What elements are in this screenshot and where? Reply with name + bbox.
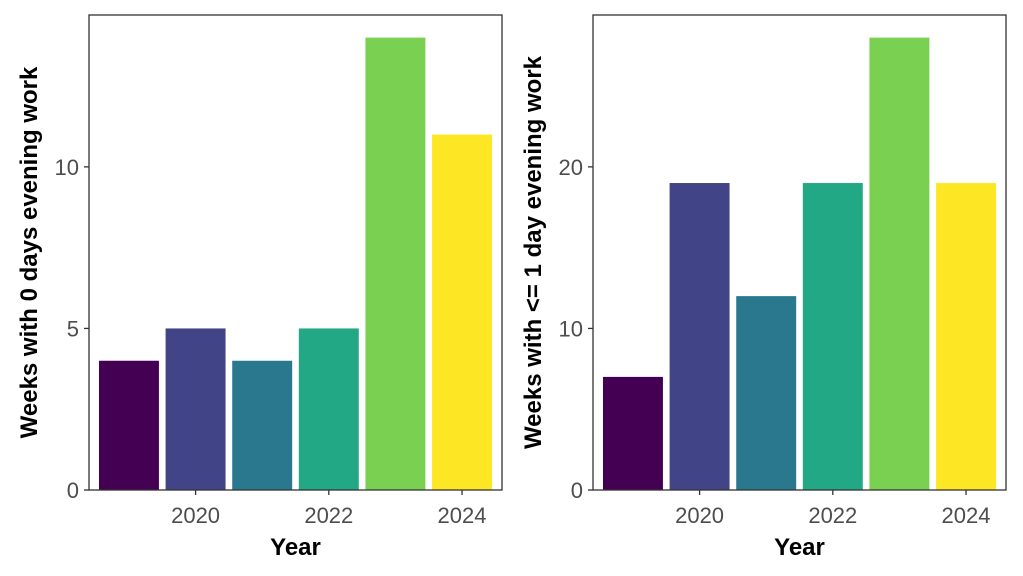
bar-2023 <box>365 37 426 491</box>
bar-2019 <box>602 376 663 490</box>
bar-2021 <box>736 296 797 490</box>
x-axis-title: Year <box>774 534 825 561</box>
bar-2024 <box>432 134 493 490</box>
bar-2019 <box>98 360 159 490</box>
y-tick-label: 0 <box>571 478 583 503</box>
y-axis-title: Weeks with <= 1 day evening work <box>520 55 547 449</box>
x-tick-label: 2022 <box>808 503 857 528</box>
y-tick-label: 20 <box>559 155 583 180</box>
bar-2024 <box>936 183 997 490</box>
y-tick-label: 0 <box>67 478 79 503</box>
y-tick-label: 10 <box>559 316 583 341</box>
x-tick-label: 2020 <box>675 503 724 528</box>
panel-border <box>592 14 1007 491</box>
panel-border <box>88 14 503 491</box>
y-tick-label: 5 <box>67 316 79 341</box>
bar-2021 <box>232 360 293 490</box>
bar-2023 <box>869 37 930 491</box>
x-tick-label: 2024 <box>942 503 991 528</box>
bar-2022 <box>802 183 863 490</box>
y-tick-label: 10 <box>55 155 79 180</box>
x-tick-label: 2020 <box>171 503 220 528</box>
chart-panel-left: 0 5 10 2020 2022 2024 Year Weeks with 0 days ev… <box>16 14 503 561</box>
bar-2020 <box>165 328 226 490</box>
x-tick-label: 2022 <box>304 503 353 528</box>
x-tick-label: 2024 <box>438 503 487 528</box>
y-axis-title: Weeks with 0 days evening work <box>16 66 43 438</box>
bar-2020 <box>669 183 730 490</box>
x-axis-title: Year <box>270 534 321 561</box>
bar-2022 <box>298 328 359 490</box>
